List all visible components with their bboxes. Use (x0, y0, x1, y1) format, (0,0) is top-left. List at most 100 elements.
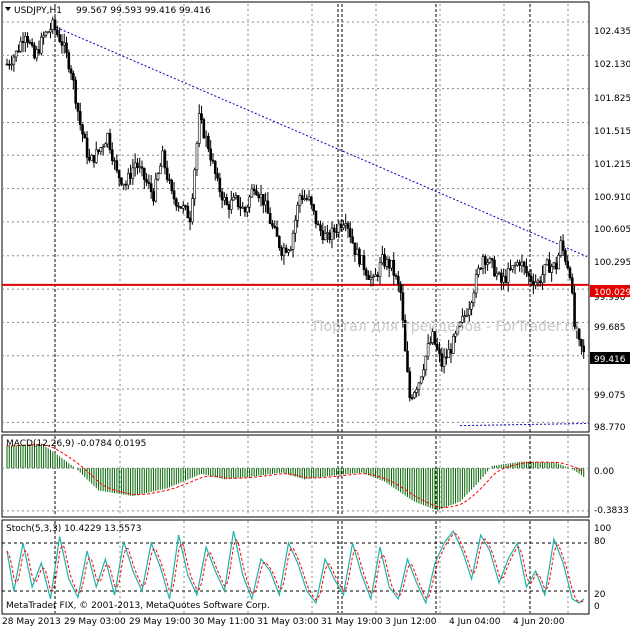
candle-body (408, 371, 412, 398)
candle-body (113, 160, 116, 162)
candle-body (94, 149, 98, 163)
candle-body (385, 259, 389, 267)
candle-body (186, 205, 190, 219)
candle-body (42, 35, 45, 38)
candle-body (493, 259, 496, 277)
candle-body (19, 41, 23, 52)
candle-body (445, 356, 448, 359)
candle-body (12, 56, 16, 65)
candle-body (358, 248, 361, 265)
candle-body (53, 19, 57, 31)
candle-body (312, 204, 315, 212)
candle-body (516, 262, 519, 266)
candle-body (506, 268, 510, 283)
candle-body (500, 272, 503, 283)
candle-body (232, 196, 235, 201)
candle-body (110, 149, 114, 161)
candle-body (236, 195, 240, 208)
candle-body (188, 217, 192, 223)
candle-body (534, 282, 537, 286)
candle-body (78, 110, 82, 126)
candle-body (245, 206, 249, 213)
candle-body (126, 173, 130, 186)
time-tick: 4 Jun 20:00 (513, 617, 565, 627)
candle-body (419, 376, 423, 384)
candle-body (490, 258, 494, 261)
candle-body (381, 254, 384, 264)
candle-body (28, 41, 32, 44)
candle-body (371, 276, 375, 278)
candle-body (527, 272, 531, 277)
stochastic-lines (2, 529, 589, 605)
candle-body (152, 191, 155, 202)
candle-body (264, 200, 267, 206)
candle-body (289, 249, 293, 251)
candle-body (218, 177, 222, 193)
price-tick: 102.130 (594, 60, 630, 70)
stoch-level-0: 0 (594, 602, 600, 612)
candle-body (346, 223, 350, 229)
candle-body (458, 321, 462, 327)
candle-body (575, 326, 579, 330)
candle-body (394, 275, 398, 277)
candle-body (193, 169, 196, 199)
candle-body (257, 194, 261, 199)
candle-body (582, 345, 586, 353)
candle-body (85, 137, 89, 158)
candle-body (124, 183, 128, 186)
macd-level-zero: 0.00 (594, 467, 614, 477)
candle-body (554, 262, 558, 270)
candle-body (92, 155, 96, 163)
candle-body (463, 315, 467, 317)
candle-body (195, 143, 199, 171)
candle-body (399, 283, 402, 293)
candle-body (486, 262, 489, 265)
candle-body (351, 236, 354, 244)
lower-trendline (460, 422, 590, 427)
candle-body (355, 248, 359, 255)
candle-body (307, 196, 311, 200)
candle-body (532, 280, 535, 286)
candles (5, 15, 586, 402)
candle-body (378, 262, 382, 277)
candle-body (133, 162, 137, 169)
candle-body (472, 292, 476, 304)
stoch-main (6, 529, 585, 605)
symbol-dropdown-icon[interactable] (5, 7, 11, 11)
candle-body (566, 261, 569, 269)
candle-body (181, 205, 185, 209)
candle-body (145, 179, 148, 183)
candle-body (37, 49, 41, 54)
candle-body (147, 181, 151, 184)
candle-body (207, 135, 210, 150)
last-price-label: 99.416 (594, 355, 626, 365)
stoch-signal (6, 533, 584, 603)
candle-body (65, 42, 68, 53)
candle-body (287, 250, 290, 253)
candle-body (580, 339, 583, 347)
candle-body (255, 190, 258, 196)
candle-body (305, 198, 309, 200)
candle-body (280, 247, 283, 256)
copyright: MetaTrader FIX, © 2001-2013, MetaQuotes … (6, 601, 270, 611)
candle-body (90, 155, 93, 161)
candle-body (495, 273, 499, 277)
price-tick: 99.990 (594, 293, 626, 303)
candle-body (525, 266, 528, 274)
candle-body (570, 277, 574, 294)
time-tick: 30 May 11:00 (193, 617, 255, 627)
candle-body (511, 265, 515, 270)
candle-body (213, 161, 217, 174)
candle-body (573, 292, 576, 327)
watermark: Портал для трейдеров - ForTrader.ru (313, 319, 579, 335)
candle-body (33, 45, 36, 59)
candle-body (323, 233, 327, 241)
candle-body (484, 256, 487, 265)
candle-body (520, 261, 524, 266)
candle-body (477, 267, 480, 275)
candle-body (488, 258, 492, 263)
candle-body (275, 227, 279, 237)
candle-body (202, 119, 206, 139)
candle-body (552, 262, 556, 267)
candle-body (83, 133, 87, 139)
